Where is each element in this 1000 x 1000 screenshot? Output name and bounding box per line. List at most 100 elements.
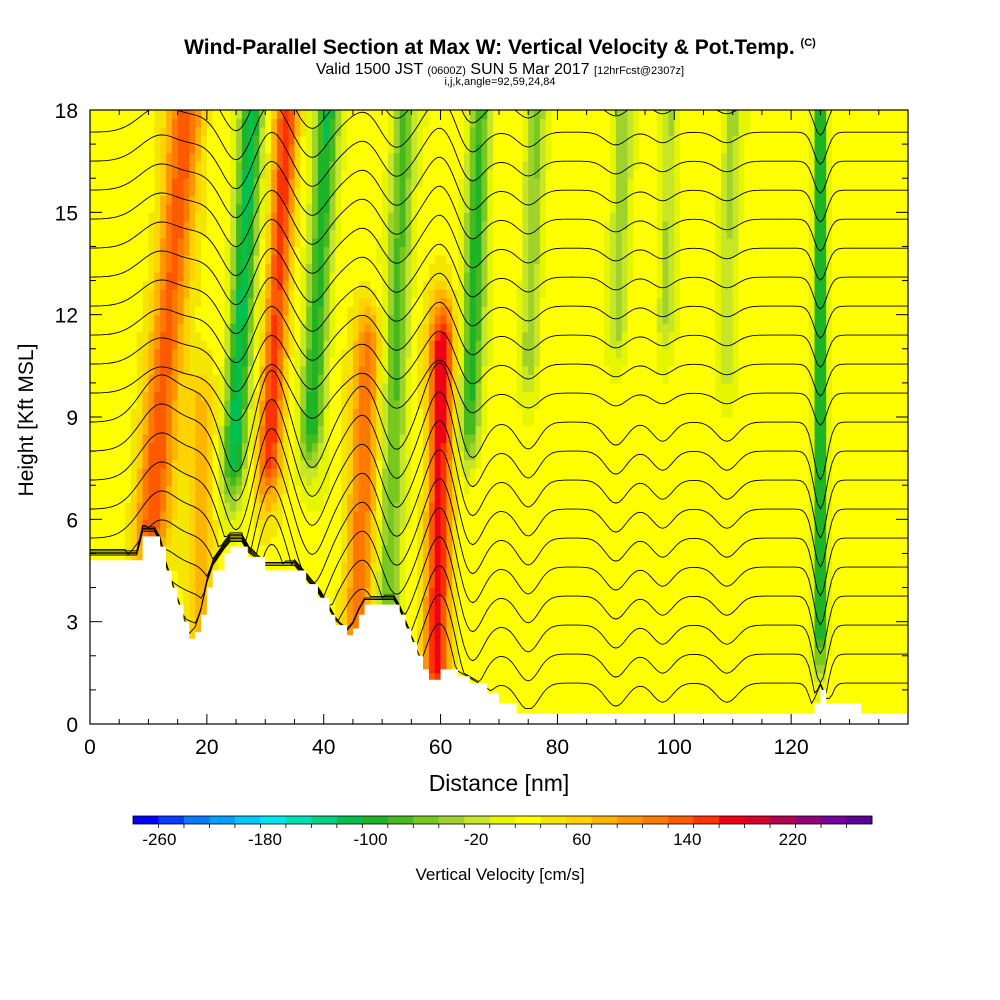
w-cell <box>446 152 453 162</box>
w-cell <box>300 272 307 282</box>
w-cell <box>440 417 448 427</box>
w-cell <box>487 357 494 367</box>
w-cell <box>382 254 389 265</box>
w-cell <box>417 152 424 162</box>
w-cell <box>452 613 459 623</box>
w-cell <box>206 434 214 444</box>
w-cell <box>271 408 278 418</box>
w-cell <box>288 553 296 563</box>
w-cell <box>469 596 477 606</box>
w-cell <box>434 408 442 418</box>
w-cell <box>405 399 412 410</box>
w-cell <box>165 468 173 478</box>
w-cell <box>358 485 366 495</box>
w-cell <box>428 596 436 606</box>
w-cell <box>341 485 348 495</box>
w-cell <box>312 152 319 162</box>
w-cell <box>399 536 407 546</box>
w-cell <box>323 297 331 307</box>
w-cell <box>113 237 120 248</box>
w-cell <box>236 451 243 461</box>
w-cell <box>201 459 208 469</box>
w-cell <box>440 118 448 128</box>
w-cell <box>364 289 372 299</box>
w-cell <box>119 186 126 196</box>
w-cell <box>399 561 407 572</box>
w-cell <box>259 365 266 375</box>
w-cell <box>481 485 488 495</box>
w-cell <box>463 357 471 367</box>
w-cell <box>294 544 301 555</box>
w-cell <box>393 195 401 205</box>
w-cell <box>206 382 214 393</box>
w-cell <box>165 289 173 299</box>
w-cell <box>364 434 372 444</box>
w-cell <box>323 434 331 444</box>
w-cell <box>259 323 266 333</box>
w-cell <box>428 306 436 316</box>
w-cell <box>142 246 150 256</box>
w-cell <box>300 348 307 358</box>
w-cell <box>481 195 488 205</box>
w-cell <box>364 408 372 418</box>
w-cell <box>393 272 401 282</box>
w-cell <box>341 382 348 393</box>
w-cell <box>417 502 424 512</box>
w-cell <box>142 280 150 290</box>
w-cell <box>469 144 477 154</box>
w-cell <box>271 485 278 495</box>
w-cell <box>440 229 448 239</box>
w-cell <box>177 587 185 597</box>
w-cell <box>294 476 301 486</box>
w-cell <box>236 152 243 162</box>
w-cell <box>113 178 120 188</box>
w-cell <box>446 169 453 179</box>
w-cell <box>411 630 418 640</box>
w-cell <box>452 314 459 324</box>
w-cell <box>171 297 179 307</box>
w-cell <box>423 485 430 495</box>
w-cell <box>364 306 372 316</box>
w-cell <box>335 459 342 469</box>
w-cell <box>259 502 266 512</box>
w-cell <box>399 519 407 529</box>
w-cell <box>294 186 301 196</box>
w-cell <box>481 340 488 350</box>
w-cell <box>370 553 377 563</box>
w-cell <box>95 280 103 290</box>
w-cell <box>101 331 109 341</box>
w-cell <box>317 527 325 537</box>
w-cell <box>428 664 436 674</box>
w-cell <box>154 144 161 154</box>
w-cell <box>259 152 266 162</box>
w-cell <box>417 476 424 486</box>
w-cell <box>212 561 220 572</box>
w-cell <box>119 280 126 290</box>
w-cell <box>271 178 278 188</box>
w-cell <box>218 425 225 435</box>
w-cell <box>236 272 243 282</box>
w-cell <box>393 246 401 256</box>
w-cell <box>212 135 220 145</box>
w-cell <box>347 365 354 375</box>
w-cell <box>440 297 448 307</box>
w-cell <box>306 263 313 273</box>
w-cell <box>101 306 109 316</box>
w-cell <box>288 544 296 555</box>
w-cell <box>323 357 331 367</box>
w-cell <box>399 254 407 265</box>
w-cell <box>458 272 465 282</box>
w-cell <box>329 382 336 393</box>
w-cell <box>370 527 377 537</box>
w-cell <box>405 570 412 580</box>
w-cell <box>358 510 366 520</box>
w-cell <box>101 468 109 478</box>
w-cell <box>101 553 109 563</box>
w-cell <box>446 178 453 188</box>
w-cell <box>218 127 225 137</box>
w-cell <box>387 451 395 461</box>
w-cell <box>224 434 231 444</box>
w-cell <box>475 638 483 648</box>
w-cell <box>335 434 342 444</box>
w-cell <box>458 587 465 597</box>
